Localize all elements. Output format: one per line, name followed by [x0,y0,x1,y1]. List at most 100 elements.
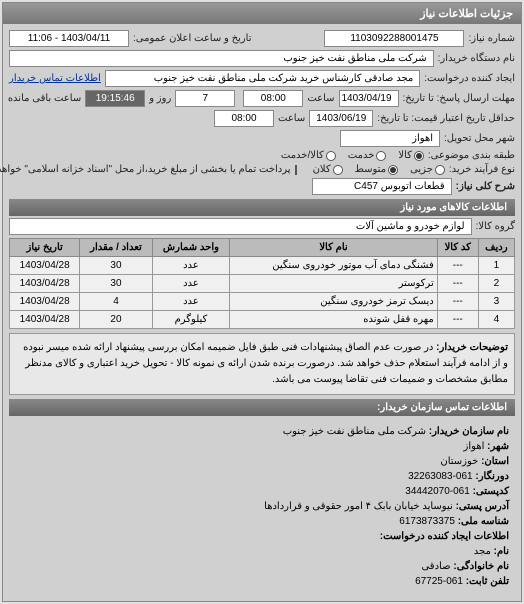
goods-header: اطلاعات کالاهای مورد نیاز [9,199,515,216]
table-cell: 1403/04/28 [10,311,80,329]
pkg-radio-0[interactable]: کالا [398,150,424,161]
radio-icon [388,165,398,175]
table-cell: عدد [152,275,230,293]
note-box: توضیحات خریدار: در صورت عدم الصاق پیشنها… [9,333,515,395]
c-org: شرکت ملی مناطق نفت خیز جنوب [283,426,426,437]
table-cell: 3 [478,293,514,311]
pkg-label: طبقه بندی موضوعی: [428,150,515,161]
contact-link[interactable]: اطلاعات تماس خریدار [9,73,101,84]
radio-icon [326,151,336,161]
valid-time-value: 08:00 [214,110,274,127]
need-code-label: شرح کلی نیاز: [456,181,515,192]
table-cell: 20 [80,311,152,329]
table-cell: 4 [80,293,152,311]
resp-time-value: 08:00 [243,90,303,107]
table-header: نام کالا [230,239,437,257]
contact-header: اطلاعات تماس سازمان خریدار: [9,399,515,416]
pkg-opt-1: خدمت [348,150,375,161]
days-label: روز و [149,93,171,104]
table-header: تعداد / مقدار [80,239,152,257]
table-cell: 1403/04/28 [10,257,80,275]
c-addr: نیوساید خیابان بابک ۴ امور حقوقی و قرارد… [264,501,453,512]
radio-icon [414,151,424,161]
table-cell: مهره قفل شونده [230,311,437,329]
radio-icon [435,165,445,175]
valid-deadline-label: حداقل تاریخ اعتبار قیمت: تا تاریخ: [377,113,515,124]
c-nid-l: شناسه ملی: [458,516,509,527]
pub-date-label: تاریخ و ساعت اعلان عمومی: [133,33,252,44]
table-cell: کیلوگرم [152,311,230,329]
proc-opt-2: کلان [313,164,331,175]
table-cell: فشنگی دمای آب موتور خودروی سنگین [230,257,437,275]
proc-opt-0: جزیی [410,164,433,175]
table-cell: --- [437,275,478,293]
table-header: تاریخ نیاز [10,239,80,257]
table-cell: 4 [478,311,514,329]
pkg-opt-2: کالا/خدمت [281,150,324,161]
table-cell: 1403/04/28 [10,275,80,293]
proc-radio-2[interactable]: کلان [313,164,343,175]
panel-title: جزئیات اطلاعات نیاز [3,3,521,24]
proc-radio-0[interactable]: جزیی [410,164,445,175]
table-cell: 1 [478,257,514,275]
valid-date-value: 1403/06/19 [309,110,373,127]
c-lname-l: نام خانوادگی: [453,561,509,572]
note-label: توضیحات خریدار: [436,342,508,353]
table-cell: --- [437,257,478,275]
req-no-value: 1103092288001475 [324,30,464,47]
c-tel-l: تلفن ثابت: [466,576,509,587]
pkg-radio-2[interactable]: کالا/خدمت [281,150,336,161]
requester-label: ایجاد کننده درخواست: [424,73,515,84]
table-row: 3---دیسک ترمز خودروی سنگینعدد41403/04/28 [10,293,515,311]
pub-date-value: 1403/04/11 - 11:06 [9,30,129,47]
proc-opt-1: متوسط [355,164,386,175]
c-fax: 061-32263083 [408,471,473,482]
c-city-l: شهر: [487,441,509,452]
requester-value: مجد صادقی کارشناس خرید شرکت ملی مناطق نف… [105,70,420,87]
pkg-radio-1[interactable]: خدمت [348,150,387,161]
days-value: 7 [175,90,235,107]
goods-group-label: گروه کالا: [476,221,515,232]
valid-time-label: ساعت [278,113,305,124]
c-fax-l: دورنگار: [475,471,509,482]
table-cell: 30 [80,257,152,275]
resp-deadline-label: مهلت ارسال پاسخ: تا تاریخ: [403,93,515,104]
goods-group-value: لوازم خودرو و ماشین آلات [9,218,472,235]
table-cell: 2 [478,275,514,293]
c-addr-l: آدرس پستی: [456,501,509,512]
table-row: 4---مهره قفل شوندهکیلوگرم201403/04/28 [10,311,515,329]
payment-check-label: پرداخت تمام یا بخشی از مبلغ خرید،از محل … [0,164,291,175]
deliv-city-label: شهر محل تحویل: [444,133,515,144]
table-header: ردیف [478,239,514,257]
c-creator-l: اطلاعات ایجاد کننده درخواست: [380,531,509,542]
contact-block: نام سازمان خریدار: شرکت ملی مناطق نفت خی… [9,418,515,595]
c-post: 061-34442070 [405,486,470,497]
table-header: واحد شمارش [152,239,230,257]
c-nid: 6173873375 [399,516,455,527]
c-lname: صادقی [421,561,450,572]
goods-table: ردیفکد کالانام کالاواحد شمارشتعداد / مقد… [9,238,515,329]
main-panel: جزئیات اطلاعات نیاز شماره نیاز: 11030922… [2,2,522,602]
c-prov: خوزستان [440,456,478,467]
c-prov-l: استان: [481,456,509,467]
table-cell: عدد [152,257,230,275]
deliv-city-value: اهواز [340,130,440,147]
pkg-opt-0: کالا [398,150,412,161]
table-header: کد کالا [437,239,478,257]
req-no-label: شماره نیاز: [468,33,515,44]
payment-checkbox[interactable] [295,165,297,175]
resp-date-value: 1403/04/19 [339,90,399,107]
remain-value: 19:15:46 [85,90,145,107]
table-cell: عدد [152,293,230,311]
c-org-l: نام سازمان خریدار: [429,426,509,437]
radio-icon [333,165,343,175]
need-code-value: قطعات اتوبوس C457 [312,178,452,195]
c-name: مجد [474,546,491,557]
remain-label: ساعت باقی مانده [8,93,81,104]
c-name-l: نام: [494,546,509,557]
c-tel: 061-67725 [415,576,463,587]
table-row: 1---فشنگی دمای آب موتور خودروی سنگینعدد3… [10,257,515,275]
table-cell: 1403/04/28 [10,293,80,311]
table-row: 2---ترکوسترعدد301403/04/28 [10,275,515,293]
proc-radio-1[interactable]: متوسط [355,164,398,175]
